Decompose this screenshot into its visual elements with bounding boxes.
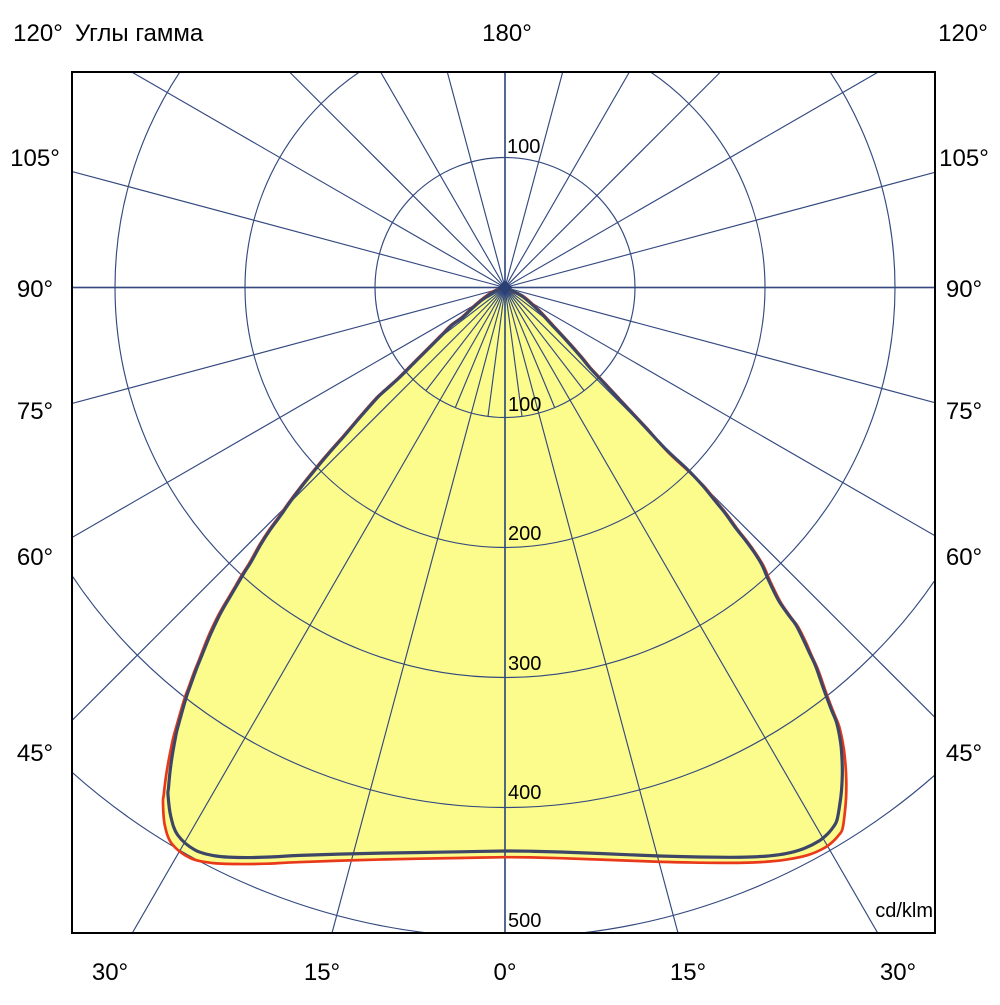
svg-text:400: 400 (508, 782, 541, 804)
svg-text:100: 100 (507, 136, 540, 158)
svg-text:15°: 15° (670, 959, 706, 986)
svg-text:105°: 105° (10, 145, 60, 172)
svg-text:90°: 90° (946, 276, 982, 303)
svg-text:30°: 30° (92, 959, 128, 986)
svg-text:15°: 15° (304, 959, 340, 986)
svg-text:cd/klm: cd/klm (875, 900, 933, 922)
svg-text:0°: 0° (494, 959, 517, 986)
svg-text:75°: 75° (17, 398, 53, 425)
svg-text:60°: 60° (17, 544, 53, 571)
svg-text:120°: 120° (938, 20, 988, 47)
svg-text:Углы гамма: Углы гамма (75, 20, 204, 47)
svg-text:300: 300 (508, 653, 541, 675)
svg-text:75°: 75° (946, 398, 982, 425)
svg-text:100: 100 (508, 394, 541, 416)
svg-text:200: 200 (508, 523, 541, 545)
svg-text:60°: 60° (946, 544, 982, 571)
svg-text:45°: 45° (17, 740, 53, 767)
svg-text:500: 500 (508, 910, 541, 932)
svg-text:30°: 30° (880, 959, 916, 986)
svg-text:120°: 120° (13, 20, 63, 47)
svg-text:105°: 105° (939, 145, 989, 172)
svg-text:90°: 90° (17, 276, 53, 303)
svg-text:180°: 180° (482, 20, 532, 47)
svg-text:45°: 45° (946, 740, 982, 767)
